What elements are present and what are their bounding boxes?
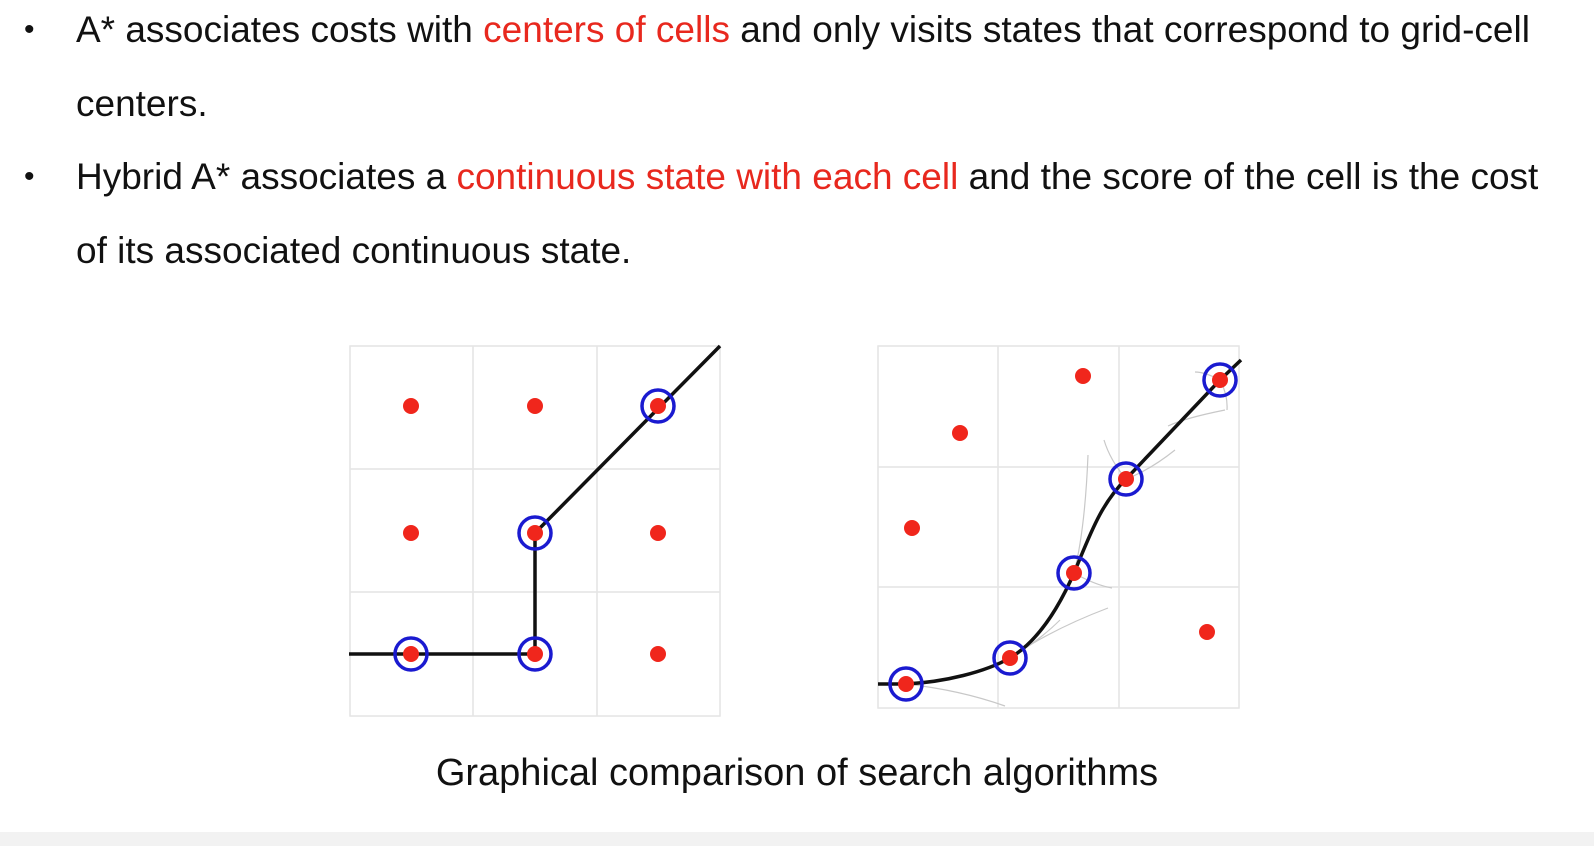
continuous-state-dot (1118, 471, 1134, 487)
hybrid-a-star-grid (877, 345, 1243, 709)
bullet-marker: • (24, 160, 35, 193)
grid-border (349, 345, 721, 717)
visited-node-ring (888, 666, 924, 702)
explored-branch (1167, 409, 1226, 427)
continuous-state-dot (904, 520, 920, 536)
continuous-state-dot (1075, 368, 1091, 384)
continuous-state-dot (952, 425, 968, 441)
grid-lines (877, 345, 1240, 709)
a-star-grid (349, 344, 722, 717)
bullet-marker: • (24, 13, 35, 46)
bullet-text: and only visits states that correspond t… (76, 9, 1530, 124)
bullet-highlight: centers of cells (483, 9, 730, 50)
bullet-text: Hybrid A* associates a (76, 156, 457, 197)
bullet-text: A* associates costs with (76, 9, 484, 50)
grid-border (877, 345, 1240, 709)
continuous-state-dot (1212, 372, 1228, 388)
visited-node-ring (517, 636, 553, 672)
visited-node-ring (1108, 461, 1144, 497)
visited-node-ring (393, 636, 429, 672)
cell-center-dot (403, 646, 419, 662)
bullet-highlight: continuous state with each cell (456, 156, 959, 197)
cell-center-dot (403, 525, 419, 541)
cell-center-dot (527, 398, 543, 414)
bullet-text: and the score of the cell is the cost of… (76, 156, 1539, 271)
visited-node-ring (1202, 362, 1238, 398)
cell-center-dot (650, 646, 666, 662)
continuous-state-dot (1199, 624, 1215, 640)
hybrid-a-star-path (878, 358, 1243, 686)
bullet-hybrid-a-star: • Hybrid A* associates a continuous stat… (24, 140, 1576, 288)
cell-center-dots (403, 398, 666, 662)
visited-node-ring (992, 640, 1028, 676)
visited-rings (888, 362, 1238, 702)
bullet-a-star: • A* associates costs with centers of ce… (24, 0, 1576, 141)
bottom-bar (0, 832, 1594, 846)
visited-node-ring (517, 515, 553, 551)
cell-center-dot (403, 398, 419, 414)
a-star-path (349, 344, 722, 656)
cell-center-dot (527, 646, 543, 662)
explored-branch (905, 683, 1006, 707)
continuous-state-dot (1066, 565, 1082, 581)
figure-caption: Graphical comparison of search algorithm… (435, 752, 1159, 794)
continuous-state-dot (898, 676, 914, 692)
continuous-state-dot (1002, 650, 1018, 666)
visited-node-ring (640, 388, 676, 424)
cell-center-dot (650, 398, 666, 414)
visited-node-ring (1056, 555, 1092, 591)
cell-center-dot (527, 525, 543, 541)
cell-center-dot (650, 525, 666, 541)
continuous-state-dots (898, 368, 1228, 692)
visited-rings (393, 388, 676, 672)
